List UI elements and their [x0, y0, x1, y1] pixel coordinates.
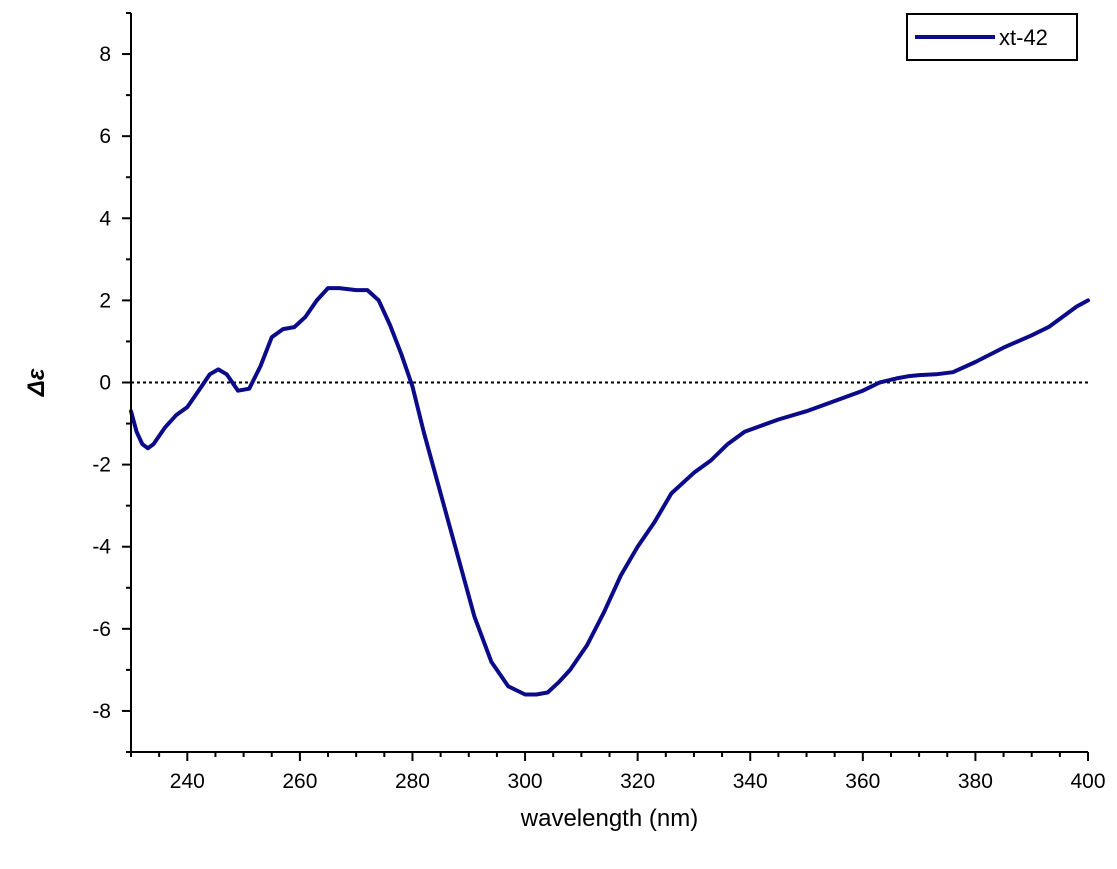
y-tick-label: 4	[99, 207, 111, 230]
y-tick-label: 0	[99, 372, 111, 395]
x-tick-label: 260	[282, 770, 317, 793]
legend: xt-42	[906, 13, 1078, 61]
y-tick-label: -2	[92, 454, 111, 477]
y-tick-label: -4	[92, 536, 111, 559]
x-tick-label: 320	[620, 770, 655, 793]
y-tick-label: -8	[92, 700, 111, 723]
plot-area	[129, 286, 1090, 697]
x-tick-label: 360	[845, 770, 880, 793]
x-axis-title: wavelength (nm)	[520, 805, 698, 832]
x-tick-label: 400	[1070, 770, 1105, 793]
y-axis-title: Δε	[23, 368, 50, 397]
x-tick-label: 340	[733, 770, 768, 793]
x-tick-label: 240	[170, 770, 205, 793]
y-tick-label: -6	[92, 618, 111, 641]
x-tick-label: 300	[508, 770, 543, 793]
y-tick-label: 2	[99, 289, 111, 312]
y-tick-label: 6	[99, 125, 111, 148]
series-line-xt-42	[129, 286, 1090, 697]
y-tick-label: 8	[99, 43, 111, 66]
x-tick-label: 380	[958, 770, 993, 793]
legend-label: xt-42	[999, 25, 1048, 50]
x-tick-label: 280	[395, 770, 430, 793]
axes: 240 260 280 300 320 340 360 380 400 -8 -6 -4 -2 0 2 4 6 8…	[23, 12, 1106, 832]
